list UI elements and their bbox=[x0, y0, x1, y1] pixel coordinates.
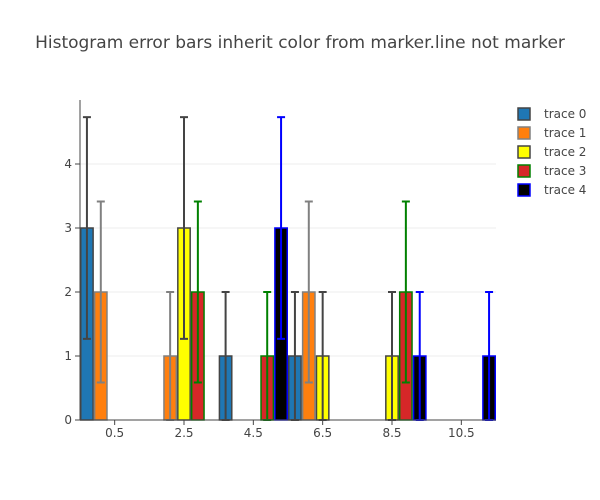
bars bbox=[80, 227, 496, 421]
legend[interactable]: trace 0 trace 1 trace 2 trace 3 trace 4 bbox=[517, 107, 586, 197]
x-tick-label: 6.5 bbox=[313, 426, 332, 440]
legend-item-trace-2[interactable]: trace 2 bbox=[517, 145, 586, 159]
x-tick-label: 0.5 bbox=[105, 426, 124, 440]
x-tick-label: 8.5 bbox=[382, 426, 401, 440]
legend-label: trace 1 bbox=[544, 126, 586, 140]
x-tick-label: 10.5 bbox=[448, 426, 475, 440]
x-tick-label: 4.5 bbox=[244, 426, 263, 440]
y-tick-label: 2 bbox=[64, 285, 72, 299]
legend-item-trace-1[interactable]: trace 1 bbox=[517, 126, 586, 140]
legend-label: trace 0 bbox=[544, 107, 586, 121]
legend-label: trace 4 bbox=[544, 183, 586, 197]
error-bar-trace-1 bbox=[96, 200, 105, 384]
error-bar-trace-1 bbox=[304, 200, 313, 384]
y-tick-label: 0 bbox=[64, 413, 72, 427]
y-tick-label: 4 bbox=[64, 157, 72, 171]
error-bar-trace-4 bbox=[277, 116, 286, 340]
legend-swatch bbox=[517, 183, 531, 197]
legend-swatch bbox=[517, 107, 531, 121]
legend-swatch bbox=[517, 145, 531, 159]
error-bar-trace-2 bbox=[180, 116, 188, 340]
x-tick-label: 2.5 bbox=[174, 426, 193, 440]
error-bar-trace-3 bbox=[401, 200, 410, 384]
error-bars bbox=[82, 116, 494, 421]
legend-label: trace 3 bbox=[544, 164, 586, 178]
error-bar-trace-0 bbox=[82, 116, 91, 340]
legend-swatch bbox=[517, 164, 531, 178]
chart-title: Histogram error bars inherit color from … bbox=[35, 33, 565, 53]
legend-swatch bbox=[517, 126, 531, 140]
legend-item-trace-0[interactable]: trace 0 bbox=[517, 107, 586, 121]
error-bar-trace-3 bbox=[193, 200, 202, 384]
legend-item-trace-4[interactable]: trace 4 bbox=[517, 183, 586, 197]
y-tick-label: 3 bbox=[64, 221, 72, 235]
axes: 0 1 2 3 4 0.5 2.5 4.5 6.5 8.5 10.5 bbox=[64, 100, 496, 440]
legend-item-trace-3[interactable]: trace 3 bbox=[517, 164, 586, 178]
legend-label: trace 2 bbox=[544, 145, 586, 159]
y-tick-label: 1 bbox=[64, 349, 72, 363]
gridlines bbox=[80, 163, 496, 357]
